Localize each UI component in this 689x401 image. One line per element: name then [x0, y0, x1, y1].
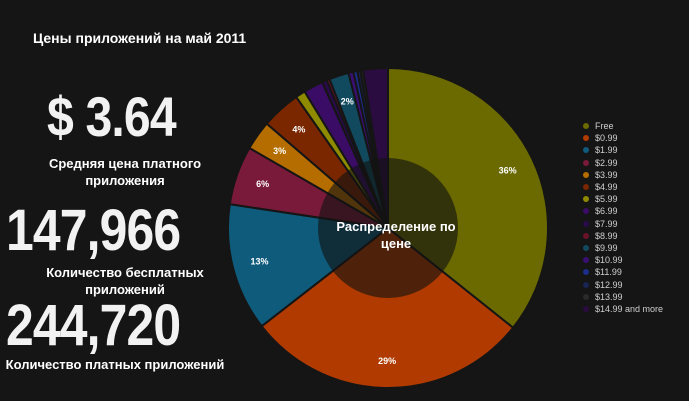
legend-label: $13.99 — [595, 291, 623, 302]
legend-swatch — [583, 135, 589, 142]
legend-item-5: $4.99 — [583, 181, 663, 193]
chart-center-label: Распределение по цене — [336, 219, 456, 251]
legend-item-14: $13.99 — [583, 291, 663, 303]
legend-label: $1.99 — [595, 145, 618, 156]
page-title: Цены приложений на май 2011 — [33, 30, 247, 46]
slice-value-label-0: 36% — [499, 165, 517, 175]
legend-item-1: $0.99 — [583, 132, 663, 144]
legend-item-15: $14.99 and more — [583, 303, 663, 315]
legend-item-7: $6.99 — [583, 205, 663, 217]
legend-label: $10.99 — [595, 255, 623, 266]
legend-item-8: $7.99 — [583, 218, 663, 230]
legend-label: Free — [595, 121, 614, 132]
pie-slice-1 — [260, 226, 515, 389]
legend-item-9: $8.99 — [583, 230, 663, 242]
chart-legend: Free $0.99 $1.99 $2.99 $3.99 $4.99 $5.99 $6.99 $… — [583, 120, 663, 315]
legend-swatch — [583, 293, 589, 300]
legend-label: $3.99 — [595, 169, 618, 180]
legend-swatch — [583, 269, 589, 276]
legend-swatch — [583, 184, 589, 191]
legend-item-12: $11.99 — [583, 266, 663, 278]
legend-swatch — [583, 281, 589, 288]
legend-item-2: $1.99 — [583, 144, 663, 156]
legend-label: $2.99 — [595, 157, 618, 168]
slice-value-label-4: 3% — [273, 146, 286, 156]
legend-label: $0.99 — [595, 133, 618, 144]
legend-swatch — [583, 220, 589, 227]
slice-value-label-2: 13% — [251, 257, 269, 267]
legend-label: $8.99 — [595, 230, 618, 241]
legend-label: $14.99 and more — [595, 303, 664, 314]
donut-hole — [318, 158, 458, 298]
legend-swatch — [583, 123, 589, 130]
legend-swatch — [583, 305, 589, 312]
legend-label: $12.99 — [595, 279, 623, 290]
avg-price-caption: Средняя цена платного приложения — [48, 156, 202, 188]
slice-value-label-10: 2% — [341, 97, 354, 107]
legend-item-3: $2.99 — [583, 157, 663, 169]
legend-swatch — [583, 244, 589, 251]
legend-item-11: $10.99 — [583, 254, 663, 266]
slice-value-label-3: 6% — [256, 179, 269, 189]
legend-swatch — [583, 171, 589, 178]
legend-swatch — [583, 232, 589, 239]
legend-item-0: Free — [583, 120, 663, 132]
legend-swatch — [583, 208, 589, 215]
legend-item-6: $5.99 — [583, 193, 663, 205]
pie-slice-0 — [387, 66, 549, 330]
legend-label: $6.99 — [595, 206, 618, 217]
legend-swatch — [583, 159, 589, 166]
legend-item-13: $12.99 — [583, 278, 663, 290]
legend-item-4: $3.99 — [583, 169, 663, 181]
paid-apps-count: 244,720 — [6, 293, 181, 358]
free-apps-count: 147,966 — [6, 198, 181, 263]
legend-label: $7.99 — [595, 218, 618, 229]
legend-label: $5.99 — [595, 194, 618, 205]
legend-swatch — [583, 147, 589, 154]
legend-label: $11.99 — [595, 267, 622, 278]
legend-swatch — [583, 257, 589, 264]
avg-price-value: $ 3.64 — [47, 85, 177, 148]
slice-value-label-1: 29% — [378, 356, 396, 366]
free-apps-caption: Количество бесплатных приложений — [46, 265, 204, 297]
legend-item-10: $9.99 — [583, 242, 663, 254]
slice-value-label-5: 4% — [292, 125, 305, 135]
legend-swatch — [583, 196, 589, 203]
paid-apps-caption: Количество платных приложений — [5, 357, 225, 372]
legend-label: $9.99 — [595, 242, 618, 253]
legend-label: $4.99 — [595, 182, 618, 193]
